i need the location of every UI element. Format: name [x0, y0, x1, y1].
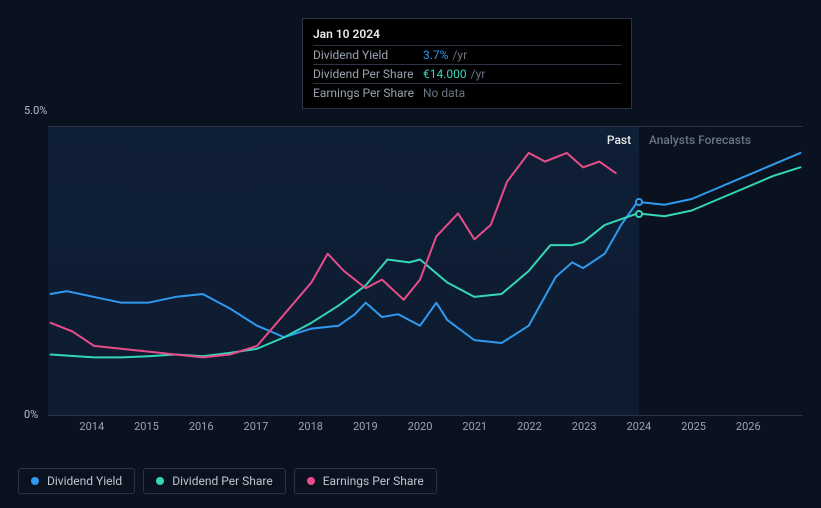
- x-tick: 2014: [79, 420, 104, 433]
- tooltip-row-unit: /yr: [471, 67, 486, 81]
- dot-icon: [31, 477, 39, 485]
- tooltip-row-value: 3.7%: [423, 48, 448, 62]
- chart-container: 5.0% 0% Past Analysts Forecasts 20142015…: [18, 108, 803, 448]
- x-tick: 2022: [517, 420, 542, 433]
- tooltip-row-value: No data: [423, 86, 465, 100]
- x-tick: 2019: [353, 420, 378, 433]
- x-tick: 2017: [244, 420, 269, 433]
- y-axis-label-min: 0%: [24, 408, 38, 421]
- legend-item-dividend-per-share[interactable]: Dividend Per Share: [143, 468, 286, 494]
- tooltip-row-label: Dividend Yield: [313, 48, 423, 62]
- legend-item-dividend-yield[interactable]: Dividend Yield: [18, 468, 135, 494]
- x-tick: 2026: [736, 420, 761, 433]
- x-tick: 2025: [681, 420, 706, 433]
- tooltip-row: Dividend Yield 3.7% /yr: [313, 45, 621, 64]
- chart-lines: [48, 127, 803, 415]
- tooltip-row-value: €14.000: [423, 67, 467, 81]
- series-marker: [635, 210, 643, 218]
- x-tick: 2024: [626, 420, 651, 433]
- plot-area[interactable]: Past Analysts Forecasts: [48, 126, 803, 416]
- x-tick: 2023: [572, 420, 597, 433]
- legend-label: Dividend Per Share: [172, 474, 273, 488]
- x-axis: 2014 2015 2016 2017 2018 2019 2020 2021 2022 2023…: [48, 420, 803, 440]
- tooltip-row: Dividend Per Share €14.000 /yr: [313, 64, 621, 83]
- x-tick: 2020: [408, 420, 433, 433]
- x-tick: 2015: [134, 420, 159, 433]
- tooltip-box: Jan 10 2024 Dividend Yield 3.7% /yr Divi…: [302, 18, 632, 109]
- x-tick: 2018: [298, 420, 323, 433]
- series-marker: [635, 198, 643, 206]
- x-tick: 2016: [189, 420, 214, 433]
- legend: Dividend Yield Dividend Per Share Earnin…: [18, 468, 437, 494]
- legend-item-earnings-per-share[interactable]: Earnings Per Share: [294, 468, 437, 494]
- tooltip-row-label: Earnings Per Share: [313, 86, 423, 100]
- dot-icon: [156, 477, 164, 485]
- tooltip-date: Jan 10 2024: [313, 25, 621, 43]
- dot-icon: [307, 477, 315, 485]
- tooltip-row-label: Dividend Per Share: [313, 67, 423, 81]
- x-tick: 2021: [462, 420, 487, 433]
- legend-label: Earnings Per Share: [323, 474, 424, 488]
- y-axis-label-max: 5.0%: [24, 104, 47, 117]
- tooltip-row: Earnings Per Share No data: [313, 83, 621, 102]
- tooltip-row-unit: /yr: [452, 48, 467, 62]
- legend-label: Dividend Yield: [47, 474, 122, 488]
